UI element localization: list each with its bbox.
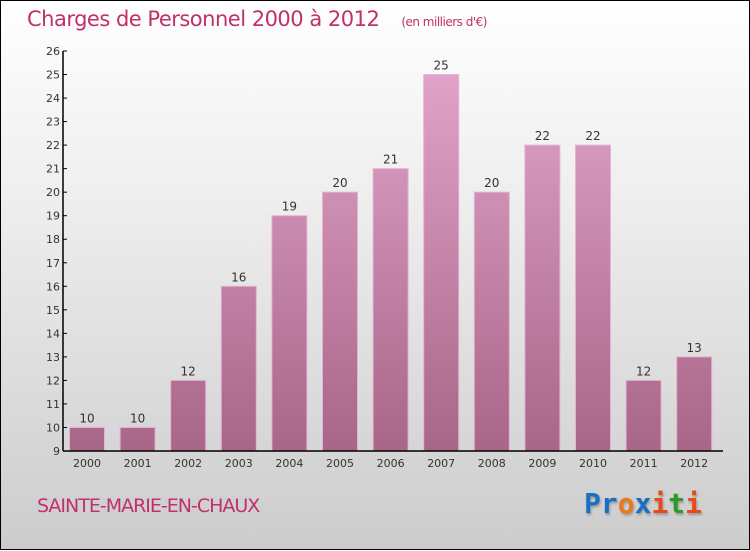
logo-letter: o [617,487,635,520]
y-tick-label-16: 16 [46,280,60,293]
x-tick-label-2004: 2004 [275,457,303,470]
value-label-2006: 21 [383,153,398,167]
logo-letter: i [685,487,703,520]
y-tick-label-17: 17 [46,257,60,270]
bar-2008 [473,191,510,452]
x-tick-label-2012: 2012 [680,457,708,470]
bar-2009 [524,144,561,452]
bar-2012 [676,356,713,452]
x-tick-label-2007: 2007 [427,457,455,470]
y-tick-label-23: 23 [46,116,60,129]
logo-letter: x [634,487,652,520]
value-label-2001: 10 [130,411,145,425]
value-label-2003: 16 [231,270,246,284]
bar-2002 [170,379,207,452]
bar-2011 [625,379,662,452]
logo-letter: t [668,487,686,520]
commune-name: SAINTE-MARIE-EN-CHAUX [37,495,260,517]
x-tick-label-2003: 2003 [225,457,253,470]
y-tick-label-22: 22 [46,139,60,152]
bar-2005 [322,191,358,452]
value-label-2005: 20 [332,176,347,190]
value-label-2011: 12 [636,364,651,378]
logo-letter: i [651,487,669,520]
value-label-2004: 19 [282,200,297,214]
value-label-2000: 10 [79,411,94,425]
bar-2004 [271,215,308,452]
x-tick-label-2001: 2001 [124,457,152,470]
x-tick-label-2010: 2010 [579,457,607,470]
y-tick-label-24: 24 [46,92,60,105]
value-label-2009: 22 [535,129,550,143]
y-tick-label-9: 9 [53,445,60,458]
value-label-2002: 12 [181,364,196,378]
y-tick-label-13: 13 [46,351,60,364]
x-tick-label-2000: 2000 [73,457,101,470]
bar-2003 [220,285,257,452]
value-label-2007: 25 [434,59,449,73]
y-tick-label-18: 18 [46,233,60,246]
logo-letter: P [584,487,601,520]
y-tick-label-26: 26 [46,45,60,58]
y-tick-label-19: 19 [46,210,60,223]
y-tick-label-12: 12 [46,374,60,387]
logo-letter: r [600,487,618,520]
bar-2006 [372,168,409,452]
y-tick-label-14: 14 [46,327,60,340]
bar-2007 [423,74,460,452]
chart-title: Charges de Personnel 2000 à 2012 (en mill… [27,7,487,31]
bar-2000 [69,426,105,452]
y-tick-label-11: 11 [46,398,60,411]
y-tick-label-10: 10 [46,421,60,434]
value-label-2010: 22 [585,129,600,143]
x-tick-label-2008: 2008 [478,457,506,470]
x-tick-label-2009: 2009 [528,457,556,470]
title-text: Charges de Personnel 2000 à 2012 [27,7,380,31]
y-tick-label-15: 15 [46,304,60,317]
value-label-2012: 13 [687,341,702,355]
y-tick-label-25: 25 [46,69,60,82]
proxiti-logo[interactable]: Proxiti [584,487,702,520]
y-tick-label-20: 20 [46,186,60,199]
x-tick-label-2005: 2005 [326,457,354,470]
bar-2010 [575,144,611,452]
bar-2001 [119,426,156,452]
x-tick-label-2011: 2011 [630,457,658,470]
value-label-2008: 20 [484,176,499,190]
y-tick-label-21: 21 [46,163,60,176]
x-tick-label-2002: 2002 [174,457,202,470]
unit-label: (en milliers d'€) [401,15,487,29]
x-tick-label-2006: 2006 [377,457,405,470]
